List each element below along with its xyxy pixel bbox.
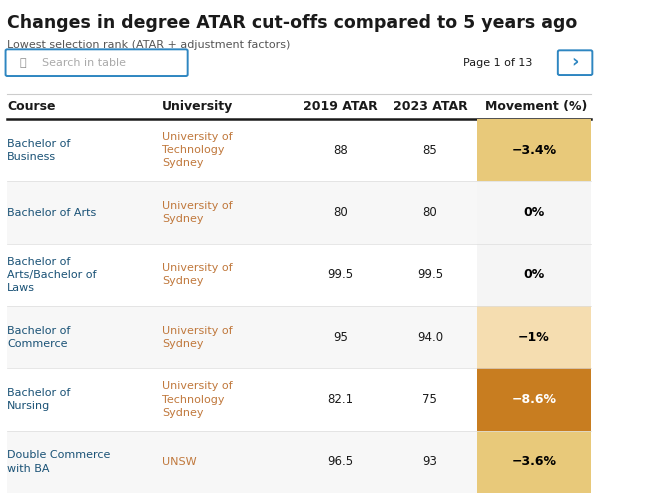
Text: 80: 80 (422, 206, 438, 219)
Text: 2019 ATAR: 2019 ATAR (303, 100, 378, 113)
Text: University: University (162, 100, 233, 113)
Text: Search in table: Search in table (42, 58, 126, 68)
Text: Course: Course (7, 100, 56, 113)
Text: Lowest selection rank (ATAR + adjustment factors): Lowest selection rank (ATAR + adjustment… (7, 40, 291, 50)
Text: 75: 75 (422, 393, 438, 406)
Text: 82.1: 82.1 (328, 393, 354, 406)
Text: −8.6%: −8.6% (512, 393, 557, 406)
Text: 99.5: 99.5 (417, 268, 443, 281)
Text: 85: 85 (422, 144, 438, 157)
Bar (477, 244, 590, 306)
Text: 0%: 0% (524, 268, 545, 281)
Bar (7, 181, 590, 244)
Text: Double Commerce
with BA: Double Commerce with BA (7, 450, 110, 474)
Text: 88: 88 (333, 144, 348, 157)
Text: Bachelor of
Nursing: Bachelor of Nursing (7, 388, 71, 411)
Text: 95: 95 (333, 331, 348, 344)
Bar (477, 431, 590, 493)
Text: −3.4%: −3.4% (512, 144, 557, 157)
Text: Bachelor of Arts: Bachelor of Arts (7, 208, 97, 218)
Bar (7, 431, 590, 493)
Text: ⌕: ⌕ (19, 58, 26, 68)
FancyBboxPatch shape (558, 50, 592, 75)
Text: Movement (%): Movement (%) (485, 100, 588, 113)
Text: University of
Technology
Sydney: University of Technology Sydney (162, 381, 233, 418)
Bar (477, 368, 590, 431)
Text: Bachelor of
Business: Bachelor of Business (7, 139, 71, 162)
Text: Bachelor of
Arts/Bachelor of
Laws: Bachelor of Arts/Bachelor of Laws (7, 256, 97, 293)
Text: 94.0: 94.0 (417, 331, 443, 344)
Bar (477, 119, 590, 181)
FancyBboxPatch shape (5, 49, 188, 76)
Text: University of
Sydney: University of Sydney (162, 326, 233, 349)
Text: 2023 ATAR: 2023 ATAR (393, 100, 467, 113)
Text: 96.5: 96.5 (328, 455, 354, 469)
Text: University of
Sydney: University of Sydney (162, 263, 233, 286)
Text: UNSW: UNSW (162, 457, 197, 467)
Text: Bachelor of
Commerce: Bachelor of Commerce (7, 326, 71, 349)
Text: 0%: 0% (524, 206, 545, 219)
Bar (7, 119, 590, 181)
Text: 93: 93 (422, 455, 438, 469)
Bar (7, 306, 590, 368)
Text: University of
Technology
Sydney: University of Technology Sydney (162, 132, 233, 168)
Bar (477, 306, 590, 368)
Text: −3.6%: −3.6% (512, 455, 557, 469)
Text: Page 1 of 13: Page 1 of 13 (463, 58, 532, 68)
Text: 80: 80 (333, 206, 348, 219)
Text: −1%: −1% (518, 331, 550, 344)
Text: University of
Sydney: University of Sydney (162, 201, 233, 224)
Bar (477, 181, 590, 244)
Text: 99.5: 99.5 (328, 268, 354, 281)
Text: ›: › (571, 54, 579, 72)
Text: Changes in degree ATAR cut-offs compared to 5 years ago: Changes in degree ATAR cut-offs compared… (7, 14, 578, 32)
Bar (7, 368, 590, 431)
Bar (7, 244, 590, 306)
